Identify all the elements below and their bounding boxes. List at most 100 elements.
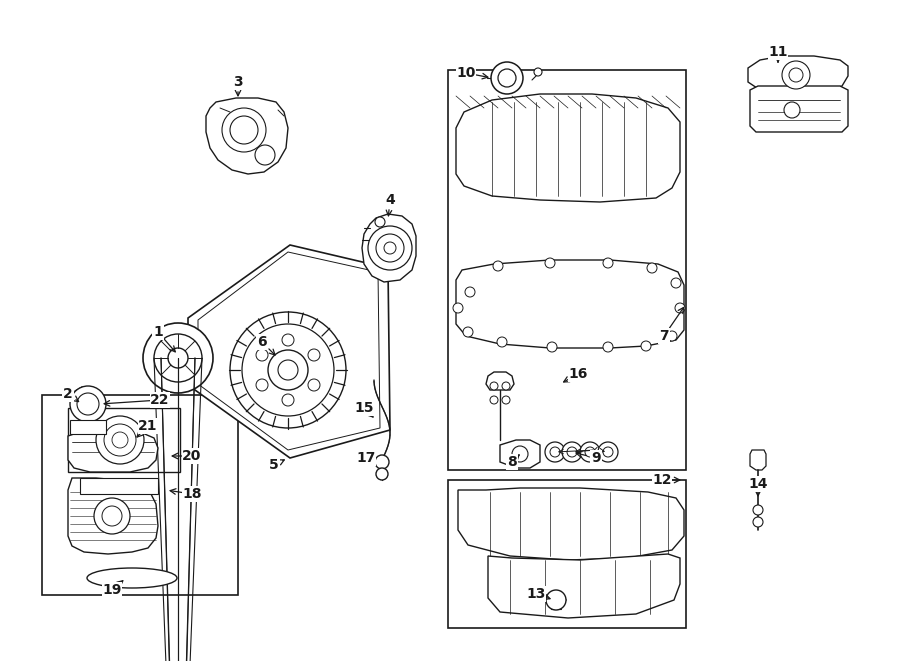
Text: 2: 2 (63, 387, 73, 401)
Circle shape (368, 226, 412, 270)
Circle shape (667, 331, 677, 341)
Circle shape (603, 258, 613, 268)
Circle shape (268, 350, 308, 390)
Circle shape (512, 446, 528, 462)
Polygon shape (75, 387, 89, 403)
Circle shape (641, 341, 651, 351)
Circle shape (102, 506, 122, 526)
Bar (448, 70, 686, 470)
Circle shape (490, 382, 498, 390)
Circle shape (502, 382, 510, 390)
Circle shape (545, 258, 555, 268)
Polygon shape (486, 372, 514, 390)
Text: 21: 21 (139, 419, 158, 433)
Text: 15: 15 (355, 401, 374, 415)
Circle shape (308, 379, 320, 391)
Circle shape (547, 342, 557, 352)
Circle shape (96, 416, 144, 464)
Text: 20: 20 (183, 449, 202, 463)
Text: 5: 5 (269, 458, 279, 472)
Circle shape (230, 116, 258, 144)
Circle shape (647, 263, 657, 273)
Circle shape (154, 334, 202, 382)
Polygon shape (458, 488, 684, 560)
Circle shape (168, 348, 188, 368)
Text: 19: 19 (103, 583, 122, 597)
Circle shape (465, 287, 475, 297)
Circle shape (502, 396, 510, 404)
Text: 4: 4 (385, 193, 395, 207)
Text: 14: 14 (748, 477, 768, 491)
Circle shape (490, 396, 498, 404)
Circle shape (94, 498, 130, 534)
Bar (42, 395, 238, 595)
Circle shape (546, 590, 566, 610)
Polygon shape (456, 260, 684, 348)
Circle shape (256, 379, 268, 391)
Text: 7: 7 (659, 329, 669, 343)
Circle shape (545, 442, 565, 462)
Circle shape (256, 349, 268, 361)
Circle shape (70, 386, 106, 422)
Text: 3: 3 (233, 75, 243, 89)
Circle shape (376, 468, 388, 480)
Circle shape (282, 394, 294, 406)
Text: 12: 12 (652, 473, 671, 487)
Text: 16: 16 (568, 367, 588, 381)
Polygon shape (68, 430, 158, 472)
Circle shape (675, 303, 685, 313)
Bar (80, 478, 158, 494)
Text: 11: 11 (769, 45, 788, 59)
Circle shape (143, 323, 213, 393)
Circle shape (567, 447, 577, 457)
Circle shape (376, 234, 404, 262)
Circle shape (104, 424, 136, 456)
Polygon shape (750, 450, 766, 470)
Circle shape (463, 327, 473, 337)
Text: 6: 6 (257, 335, 266, 349)
Text: 17: 17 (356, 451, 375, 465)
Text: 10: 10 (456, 66, 476, 80)
Circle shape (562, 442, 582, 462)
Bar (68, 408, 180, 472)
Circle shape (222, 108, 266, 152)
Text: 8: 8 (507, 455, 517, 469)
Polygon shape (68, 478, 158, 554)
Polygon shape (362, 214, 416, 282)
Circle shape (453, 303, 463, 313)
Circle shape (603, 342, 613, 352)
Text: 1: 1 (153, 325, 163, 339)
Circle shape (375, 217, 385, 227)
Circle shape (603, 447, 613, 457)
Circle shape (753, 517, 763, 527)
Bar (79, 403, 85, 431)
Text: 13: 13 (526, 587, 545, 601)
Circle shape (112, 432, 128, 448)
Polygon shape (750, 86, 848, 132)
Circle shape (784, 102, 800, 118)
Bar (448, 480, 686, 628)
Text: 9: 9 (591, 451, 601, 465)
Circle shape (384, 242, 396, 254)
Circle shape (77, 393, 99, 415)
Circle shape (550, 447, 560, 457)
Circle shape (789, 68, 803, 82)
Circle shape (580, 442, 600, 462)
Polygon shape (188, 245, 390, 458)
Circle shape (782, 61, 810, 89)
Circle shape (497, 337, 507, 347)
Bar (70, 420, 106, 434)
Polygon shape (748, 56, 848, 94)
Circle shape (598, 442, 618, 462)
Circle shape (230, 312, 346, 428)
Circle shape (308, 349, 320, 361)
Circle shape (491, 62, 523, 94)
Circle shape (671, 278, 681, 288)
Circle shape (255, 145, 275, 165)
Polygon shape (500, 440, 540, 468)
Circle shape (585, 447, 595, 457)
Circle shape (493, 261, 503, 271)
Circle shape (498, 69, 516, 87)
Polygon shape (488, 554, 680, 618)
Circle shape (278, 360, 298, 380)
